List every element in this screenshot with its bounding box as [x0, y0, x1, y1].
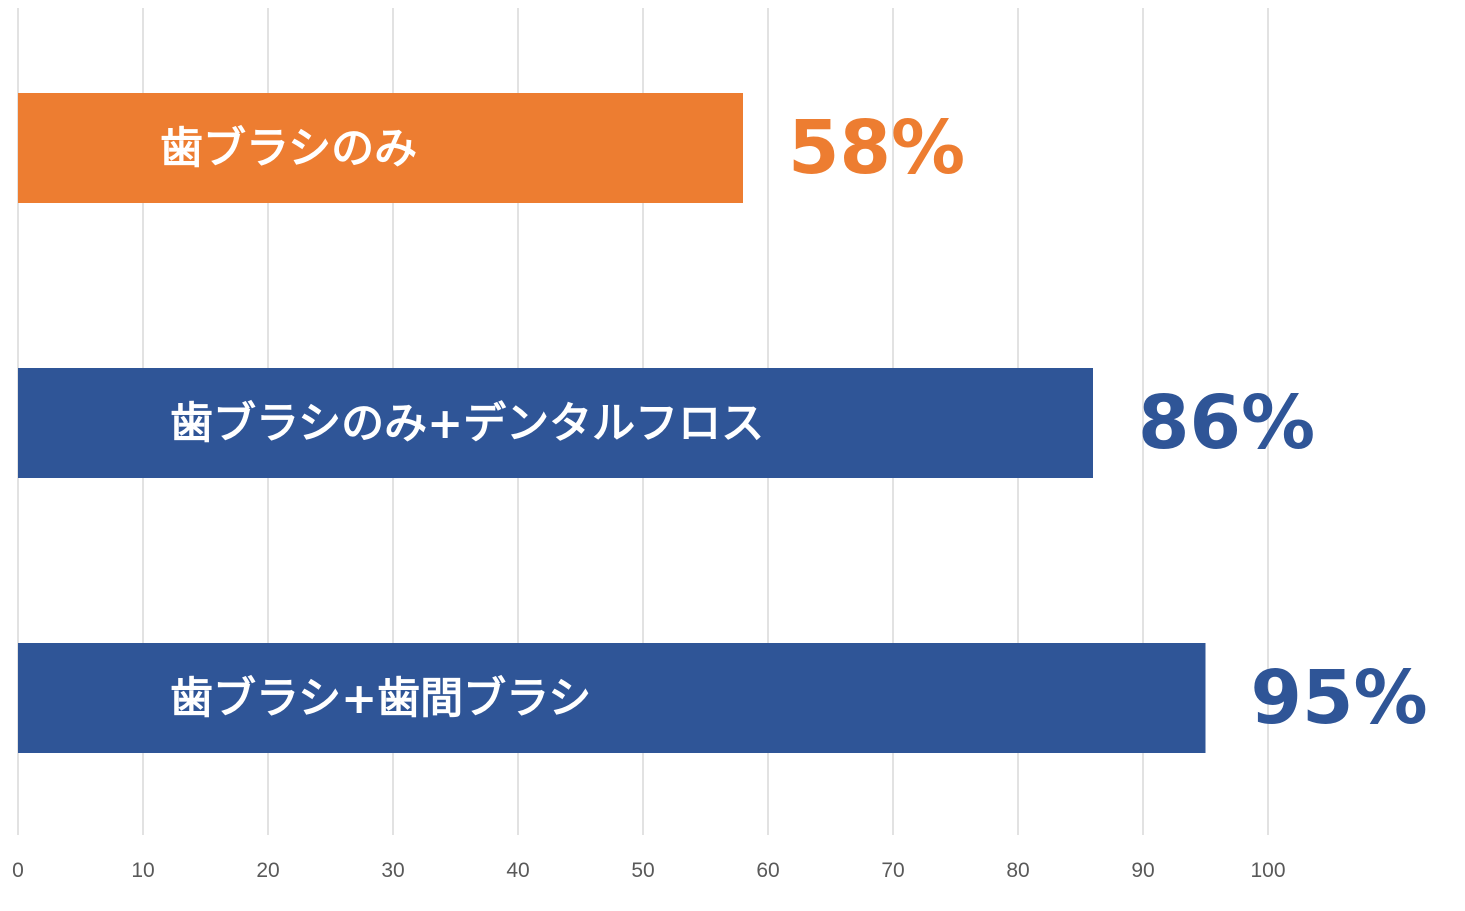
x-tick-label-80: 80: [1006, 859, 1029, 882]
x-tick-label-0: 0: [12, 859, 24, 882]
x-tick-label-100: 100: [1250, 859, 1285, 882]
x-axis-ticks: 0 10 20 30 40 50 60 70 80 90 100: [12, 859, 1285, 882]
x-tick-label-10: 10: [131, 859, 154, 882]
bar-category-label-3: 歯ブラシ+歯間ブラシ: [170, 674, 591, 724]
x-tick-label-40: 40: [506, 859, 529, 882]
x-tick-label-90: 90: [1131, 859, 1154, 882]
x-tick-label-30: 30: [381, 859, 404, 882]
bar-category-label-2: 歯ブラシのみ+デンタルフロス: [170, 399, 764, 449]
bar-2: [18, 368, 1093, 478]
labels: 歯ブラシのみ 58% 歯ブラシのみ+デンタルフロス 86% 歯ブラシ+歯間ブラシ 95%: [160, 105, 1428, 741]
bar-value-label-3: 95%: [1251, 655, 1428, 741]
bar-value-label-1: 58%: [788, 105, 965, 191]
bar-value-label-2: 86%: [1138, 380, 1315, 466]
bar-1: [18, 93, 743, 203]
bars: [18, 93, 1206, 753]
x-tick-label-70: 70: [881, 859, 904, 882]
bar-category-label-1: 歯ブラシのみ: [160, 124, 417, 174]
x-tick-label-50: 50: [631, 859, 654, 882]
bar-3: [18, 643, 1206, 753]
x-tick-label-60: 60: [756, 859, 779, 882]
x-tick-label-20: 20: [256, 859, 279, 882]
